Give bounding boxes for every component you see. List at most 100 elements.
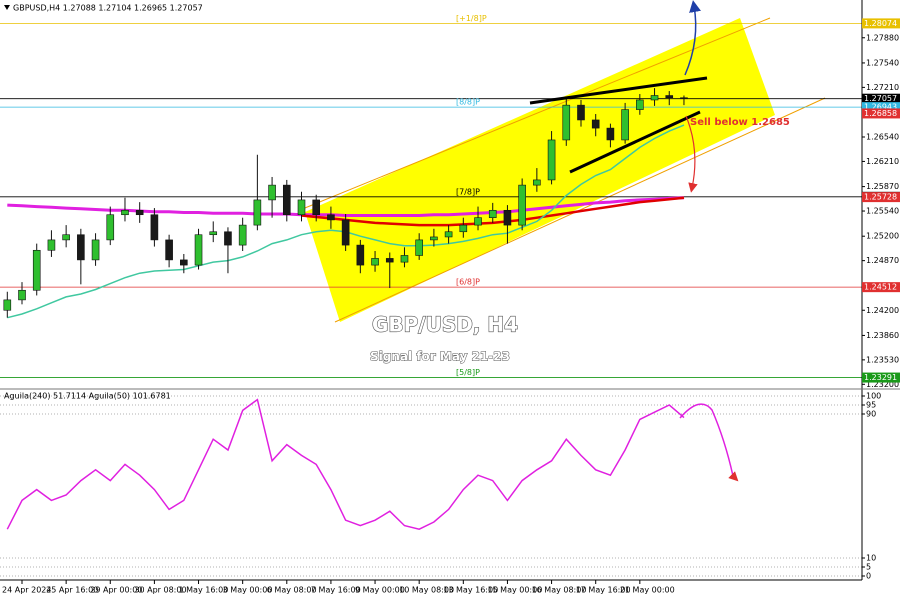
y-tick-label: 1.27540: [866, 58, 899, 67]
y-tick-label: 90: [866, 410, 876, 419]
candle-body: [385, 258, 394, 263]
candle-body: [577, 104, 585, 121]
candle-body: [680, 97, 688, 100]
x-tick-label: 3 May 00:00: [223, 586, 273, 595]
annotation-subtitle: Signal for May 21-23: [370, 350, 510, 364]
candle-body: [3, 299, 12, 311]
x-tick-label: 1 May 16:00: [179, 586, 229, 595]
x-tick-label: 17 May 16:00: [576, 586, 631, 595]
price-box: [862, 93, 900, 104]
symbol-icon: [4, 5, 10, 10]
triangle-bottom: [569, 110, 701, 174]
candle-body: [180, 259, 188, 266]
candle-body: [371, 258, 379, 266]
candle-body: [18, 289, 26, 301]
down-arrow: [685, 115, 698, 193]
y-tick-label: 1.27880: [866, 33, 899, 42]
candle-body: [312, 199, 321, 216]
price-label: 1.23291: [864, 373, 897, 382]
x-tick-label: 10 May 08:00: [399, 586, 454, 595]
x-tick-label: 25 Apr 16:00: [46, 586, 98, 595]
annotation-sell: Sell below 1.2685: [690, 117, 790, 128]
y-tick-label: 1.26540: [866, 132, 899, 141]
candle-body: [665, 95, 674, 99]
candle-body: [150, 214, 159, 241]
candle-body: [224, 231, 232, 246]
x-tick-label: 29 Apr 00:00: [90, 586, 142, 595]
level-tag: [+1/8]P: [456, 14, 487, 23]
y-tick-label: 5: [866, 563, 871, 572]
y-tick-label: 1.27210: [866, 83, 899, 92]
candle-body: [650, 95, 659, 101]
candle-body: [444, 231, 453, 238]
candle-body: [415, 239, 423, 256]
candle-body: [400, 255, 409, 263]
x-tick-label: 30 Apr 08:00: [134, 586, 186, 595]
x-tick-label: 9 May 00:00: [355, 586, 405, 595]
overlays: GBP/USD, H4 Signal for May 21-23 Sell be…: [4, 0, 790, 482]
candle-body: [591, 119, 600, 129]
x-tick-label: 21 May 00:00: [620, 586, 675, 595]
y-tick-label: 1.23200: [866, 380, 899, 389]
annotation-title: GBP/USD, H4: [372, 313, 518, 337]
chart-title: GBPUSD,H4 1.27088 1.27104 1.26965 1.2705…: [13, 4, 203, 13]
candle-body: [209, 231, 218, 236]
y-tick-label: 1.23860: [866, 331, 899, 340]
y-tick-label: 1.24200: [866, 306, 899, 315]
y-tick-label: 1.25200: [866, 232, 899, 241]
candle-body: [106, 214, 115, 241]
candle-body: [91, 239, 100, 261]
candle-body: [77, 234, 85, 261]
x-tick-label: 6 May 08:00: [267, 586, 317, 595]
x-tick-label: 7 May 16:00: [311, 586, 361, 595]
y-tick-label: 1.23530: [866, 355, 899, 364]
candle-body: [268, 184, 276, 201]
forecast-curve: [679, 403, 734, 477]
y-tick-label: 0: [866, 572, 871, 581]
plot-area: [0, 22, 862, 577]
candle-body: [459, 224, 468, 233]
price-label: 1.26943: [864, 103, 897, 112]
candle-body: [121, 209, 129, 216]
price-label: 1.26858: [864, 109, 897, 118]
candle-body: [341, 219, 350, 246]
candle-body: [356, 244, 365, 266]
candle-body: [503, 209, 512, 226]
triangle-top: [529, 76, 708, 105]
price-box: [862, 372, 900, 383]
candle-body: [32, 249, 41, 291]
level-tag: [8/8]P: [456, 98, 480, 107]
price-box: [862, 282, 900, 293]
candle-body: [621, 109, 629, 141]
candle-body: [282, 184, 291, 216]
forecast-arrow: [728, 471, 739, 482]
candle-body: [194, 234, 203, 266]
price-box: [862, 18, 900, 29]
y-tick-label: 1.25540: [866, 207, 899, 216]
candle-body: [533, 179, 541, 186]
y-tick-label: 1.26210: [866, 157, 899, 166]
y-tick-label: 1.25870: [866, 182, 899, 191]
channel-top: [299, 17, 771, 211]
candle-body: [135, 209, 144, 216]
up-arrow: [684, 0, 701, 76]
candle-body: [547, 139, 556, 181]
candle-body: [474, 217, 482, 226]
candle-body: [488, 209, 497, 218]
price-label: 1.28074: [864, 19, 897, 28]
candle-body: [165, 239, 173, 261]
candle-body: [238, 224, 247, 246]
candle-body: [253, 199, 262, 226]
price-label: 1.24512: [864, 283, 897, 292]
x-tick-label: 24 Apr 2024: [2, 586, 51, 595]
candle-body: [636, 99, 644, 110]
candle-body: [47, 239, 56, 251]
price-label: 1.25728: [864, 193, 897, 202]
y-tick-label: 1.24870: [866, 256, 899, 265]
x-tick-label: 16 May 08:00: [532, 586, 587, 595]
price-box: [862, 102, 900, 113]
candle-body: [62, 234, 70, 241]
y-tick-label: 100: [866, 392, 881, 401]
candle-body: [518, 184, 526, 226]
